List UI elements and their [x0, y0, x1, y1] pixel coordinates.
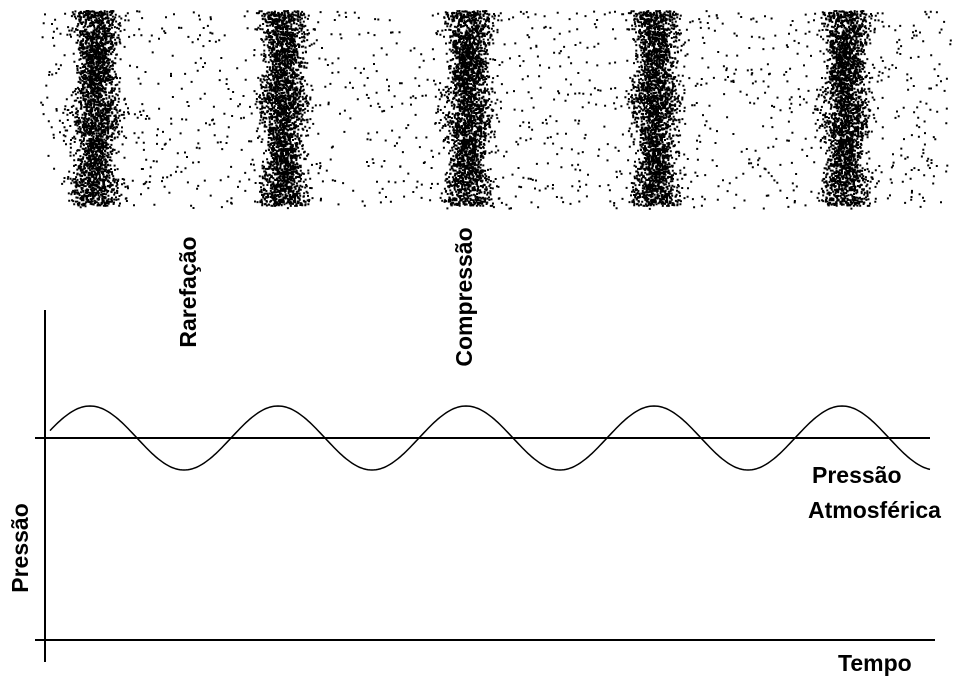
x-axis-label: Tempo [838, 650, 912, 676]
rarefaction-label: Rarefação [175, 236, 201, 347]
atmospheric-label: Atmosférica [808, 497, 941, 523]
atmospheric-label: Pressão [812, 462, 902, 488]
particles [40, 10, 952, 210]
y-axis-label: Pressão [7, 503, 33, 593]
compression-label: Compressão [451, 227, 477, 366]
pressure-wave [49, 405, 931, 471]
particle-field [40, 10, 952, 210]
